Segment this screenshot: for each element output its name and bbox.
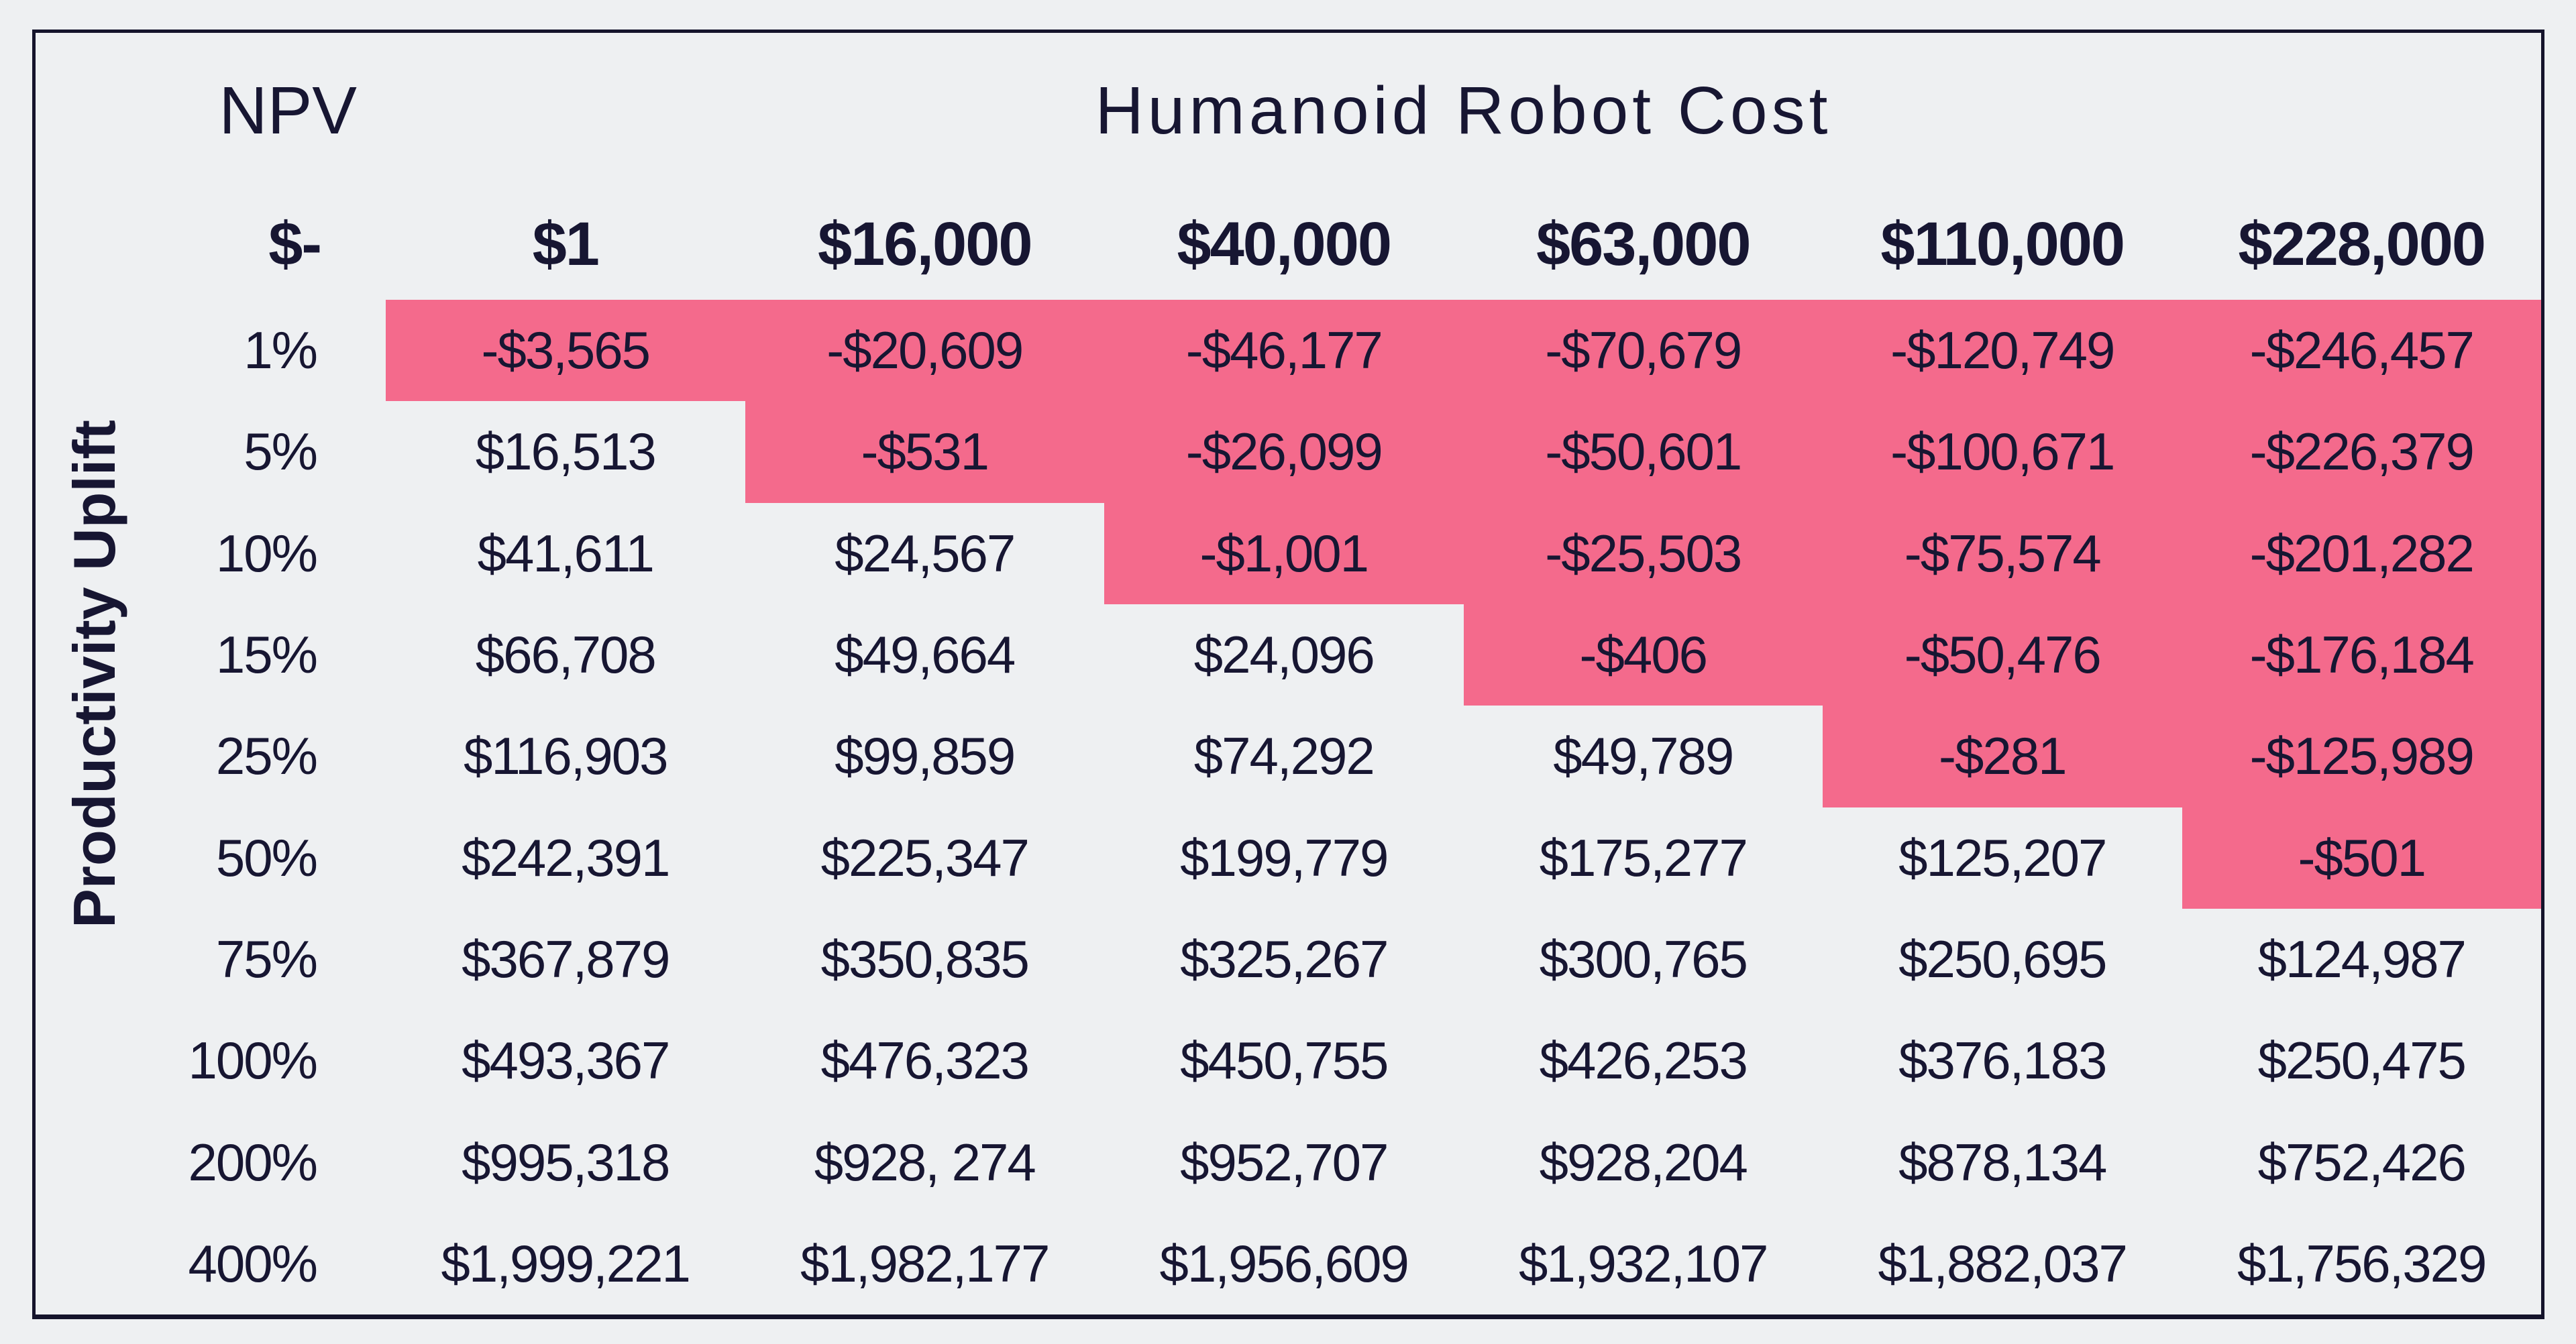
value-cell: $49,664 xyxy=(835,625,1016,685)
value-cell: -$120,749 xyxy=(1823,300,2182,402)
value-cell: -$25,503 xyxy=(1463,502,1823,604)
value-cell: $199,779 xyxy=(1180,828,1389,887)
value-cell: $928,204 xyxy=(1539,1132,1748,1192)
value-cell: -$3,565 xyxy=(386,300,745,402)
value-cell: -$281 xyxy=(1823,706,2182,807)
row-label: 25% xyxy=(215,726,318,786)
value-cell: $1,982,177 xyxy=(800,1233,1050,1293)
row-label: 100% xyxy=(188,1031,319,1090)
value-cell: -$100,671 xyxy=(1823,401,2182,503)
cost-column-header: $16,000 xyxy=(817,209,1033,278)
value-cell: -$201,282 xyxy=(2182,502,2541,604)
value-cell: $878,134 xyxy=(1898,1132,2107,1192)
row-label: 10% xyxy=(215,523,318,583)
productivity-uplift-axis-title: Productivity Uplift xyxy=(61,419,127,928)
value-cell: -$20,609 xyxy=(745,300,1104,402)
value-cell: $928, 274 xyxy=(814,1132,1036,1192)
value-cell: $325,267 xyxy=(1180,929,1389,989)
value-cell: $124,987 xyxy=(2257,929,2467,989)
value-cell: $1,756,329 xyxy=(2237,1233,2487,1293)
cost-column-header: $1 xyxy=(532,209,600,278)
value-cell: $493,367 xyxy=(462,1031,670,1090)
value-cell: $995,318 xyxy=(462,1132,670,1192)
row-label: 5% xyxy=(244,422,318,482)
zero-cost-header: $- xyxy=(268,209,322,278)
npv-label: NPV xyxy=(219,72,357,148)
value-cell: $250,475 xyxy=(2257,1031,2467,1090)
value-cell: $752,426 xyxy=(2257,1132,2467,1192)
row-label: 200% xyxy=(188,1132,319,1192)
row-label: 75% xyxy=(215,929,318,989)
value-cell: -$501 xyxy=(2182,807,2541,909)
cost-column-header: $110,000 xyxy=(1880,209,2125,278)
value-cell: $41,611 xyxy=(477,523,655,583)
value-cell: -$50,476 xyxy=(1823,604,2182,706)
value-cell: $376,183 xyxy=(1898,1031,2107,1090)
row-label: 50% xyxy=(215,828,318,887)
value-cell: -$226,379 xyxy=(2182,401,2541,503)
value-cell: -$46,177 xyxy=(1104,300,1464,402)
value-cell: $24,567 xyxy=(835,523,1016,583)
value-cell: $125,207 xyxy=(1898,828,2107,887)
value-cell: $450,755 xyxy=(1180,1031,1389,1090)
value-cell: $99,859 xyxy=(835,726,1016,786)
value-cell: -$246,457 xyxy=(2182,300,2541,402)
npv-sensitivity-table: NPV Humanoid Robot Cost $- $1 $16,000 $4… xyxy=(32,30,2544,1319)
value-cell: -$75,574 xyxy=(1823,502,2182,604)
row-label: 15% xyxy=(215,625,318,685)
value-cell: $476,323 xyxy=(820,1031,1030,1090)
value-cell: -$406 xyxy=(1463,604,1823,706)
value-cell: -$1,001 xyxy=(1104,502,1464,604)
value-cell: $1,956,609 xyxy=(1159,1233,1409,1293)
row-label: 1% xyxy=(244,321,318,380)
value-cell: $16,513 xyxy=(475,422,657,482)
value-cell: -$26,099 xyxy=(1104,401,1464,503)
value-cell: $116,903 xyxy=(463,726,669,786)
table-grid: NPV Humanoid Robot Cost $- $1 $16,000 $4… xyxy=(36,33,2541,1314)
value-cell: -$531 xyxy=(745,401,1104,503)
value-cell: $1,882,037 xyxy=(1878,1233,2128,1293)
value-cell: $367,879 xyxy=(462,929,670,989)
value-cell: -$50,601 xyxy=(1463,401,1823,503)
value-cell: $1,999,221 xyxy=(441,1233,691,1293)
value-cell: $250,695 xyxy=(1898,929,2107,989)
cost-column-header: $40,000 xyxy=(1177,209,1392,278)
value-cell: $225,347 xyxy=(820,828,1030,887)
value-cell: $952,707 xyxy=(1180,1132,1389,1192)
value-cell: $350,835 xyxy=(820,929,1030,989)
value-cell: -$125,989 xyxy=(2182,706,2541,807)
cost-column-header: $63,000 xyxy=(1536,209,1752,278)
value-cell: $49,789 xyxy=(1553,726,1734,786)
value-cell: $74,292 xyxy=(1193,726,1375,786)
value-cell: $175,277 xyxy=(1539,828,1748,887)
cost-column-header: $228,000 xyxy=(2238,209,2486,278)
value-cell: -$176,184 xyxy=(2182,604,2541,706)
value-cell: $1,932,107 xyxy=(1519,1233,1768,1293)
value-cell: $242,391 xyxy=(462,828,670,887)
row-label: 400% xyxy=(188,1233,319,1293)
value-cell: $426,253 xyxy=(1539,1031,1748,1090)
value-cell: $66,708 xyxy=(475,625,657,685)
cost-axis-title: Humanoid Robot Cost xyxy=(1095,72,1832,148)
value-cell: $24,096 xyxy=(1193,625,1375,685)
value-cell: -$70,679 xyxy=(1463,300,1823,402)
value-cell: $300,765 xyxy=(1539,929,1748,989)
